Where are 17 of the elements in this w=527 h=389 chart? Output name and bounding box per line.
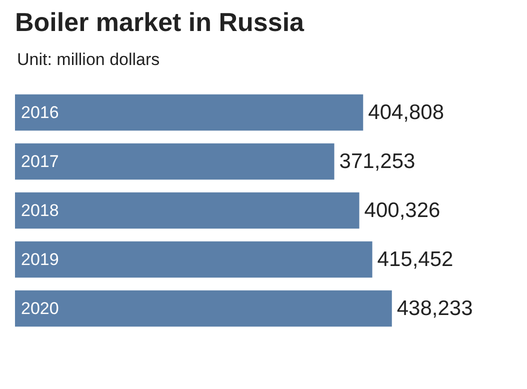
bar <box>15 94 364 131</box>
y-tick-label: 2017 <box>21 152 59 171</box>
data-label: 404,808 <box>368 101 444 124</box>
data-label: 438,233 <box>396 297 473 320</box>
chart-title: Boiler market in Russia <box>15 7 305 37</box>
data-label: 371,253 <box>339 150 416 173</box>
bar <box>15 192 360 229</box>
data-label: 400,326 <box>364 199 440 222</box>
chart-subtitle: Unit: million dollars <box>17 50 160 69</box>
bar <box>15 241 372 278</box>
bar <box>15 290 392 327</box>
y-tick-label: 2019 <box>21 250 59 269</box>
bar <box>15 143 334 180</box>
y-tick-label: 2016 <box>21 103 59 122</box>
y-tick-label: 2018 <box>21 201 59 220</box>
data-label: 415,452 <box>377 248 454 271</box>
y-tick-label: 2020 <box>21 299 59 318</box>
